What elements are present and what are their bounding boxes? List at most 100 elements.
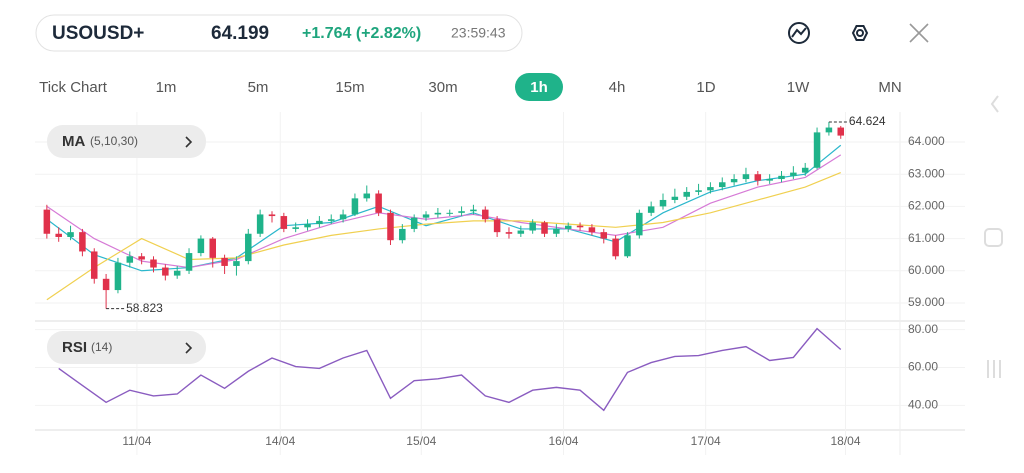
rsi-params: (14) [91, 340, 112, 354]
candle-body [576, 225, 584, 228]
y-tick-label: 60.00 [908, 360, 938, 374]
y-tick-label: 59.000 [908, 295, 945, 309]
candle-body [150, 259, 157, 268]
candle-body [138, 256, 145, 260]
candle-body [671, 196, 679, 200]
candle-body [399, 228, 406, 241]
y-tick-label: 40.00 [908, 398, 938, 412]
ma-params: (5,10,30) [90, 134, 138, 148]
candle-body [126, 256, 134, 263]
y-tick-label: 80.00 [908, 322, 938, 336]
candle-body [458, 211, 465, 213]
candle-body [564, 225, 572, 229]
candle-body [434, 212, 442, 215]
candle-body [114, 262, 122, 291]
price: 64.199 [211, 23, 269, 44]
candle-body [837, 127, 845, 136]
timeframe[interactable]: 15m [335, 79, 364, 96]
candle-body [221, 257, 228, 266]
candle-body [529, 222, 536, 231]
candle-body [624, 235, 631, 257]
candle-body [647, 206, 655, 213]
side-icons [984, 95, 1003, 378]
candle-body [422, 214, 430, 218]
timeframe[interactable]: 1W [787, 79, 810, 96]
indicator-icon[interactable] [788, 22, 810, 44]
candle-body [695, 190, 702, 192]
candle-body [446, 212, 453, 214]
candle-body [209, 238, 216, 258]
candle-body [813, 132, 821, 168]
rsi-pill[interactable] [47, 331, 206, 364]
candle-body [43, 209, 51, 234]
y-tick-label: 63.000 [908, 166, 945, 180]
candle-body [197, 238, 205, 254]
line [46, 144, 842, 272]
ma-name: MA [62, 133, 85, 150]
extreme-label: 58.823 [126, 301, 163, 315]
line [58, 327, 842, 412]
x-tick-label: 17/04 [691, 434, 721, 448]
candle-body [742, 174, 750, 180]
candle-body [162, 267, 169, 276]
ma-arrow [185, 136, 193, 148]
active-timeframe [515, 73, 563, 101]
line [46, 172, 841, 301]
candle-body [268, 214, 276, 217]
close-icon[interactable] [909, 23, 929, 43]
candle-body [707, 187, 714, 191]
timeframe[interactable]: 1m [156, 79, 177, 96]
candle-body [778, 175, 785, 180]
candle-body [102, 278, 110, 291]
candle-body [659, 199, 667, 207]
grid [35, 112, 965, 455]
candle-body [280, 216, 288, 229]
symbol[interactable]: USOUSD+ [52, 23, 144, 44]
timeframe[interactable]: 4h [609, 79, 626, 96]
rsi-arrow [185, 342, 193, 354]
timeframe[interactable]: 30m [428, 79, 457, 96]
extreme-label: 64.624 [849, 114, 886, 128]
candle-body [316, 220, 323, 225]
plot [43, 121, 847, 412]
timeframe[interactable]: MN [878, 79, 901, 96]
x-tick-label: 11/04 [122, 434, 151, 448]
candle-body [387, 212, 394, 241]
x-tick-label: 18/04 [830, 434, 860, 448]
y-tick-label: 61.000 [908, 231, 945, 245]
candle-body [612, 238, 619, 257]
candle-body [801, 167, 809, 173]
candle-body [173, 270, 181, 276]
candle-body [683, 191, 690, 197]
y-tick-label: 60.000 [908, 263, 945, 277]
candle-body [304, 224, 311, 228]
timeframe[interactable]: 5m [248, 79, 269, 96]
y-tick-label: 64.000 [908, 134, 945, 148]
candle-body [553, 228, 560, 234]
timeframe[interactable]: 1D [696, 79, 715, 96]
candle-body [790, 172, 797, 176]
candle-body [233, 261, 240, 266]
candle-body [327, 219, 335, 221]
candle-body [588, 227, 596, 233]
x-tick-label: 16/04 [548, 434, 578, 448]
candle-body [505, 232, 513, 234]
candle-body [719, 182, 726, 188]
quote-bar [35, 14, 523, 52]
settings-icon[interactable] [851, 25, 869, 41]
ma-pill[interactable] [47, 125, 206, 158]
candle-body [90, 251, 98, 279]
candle-body [79, 232, 86, 252]
candle-body [245, 233, 252, 262]
time: 23:59:43 [451, 25, 506, 41]
change: +1.764 (+2.82%) [302, 25, 421, 42]
timeframe[interactable]: Tick Chart [39, 79, 108, 96]
candle-body [375, 193, 382, 213]
candle-body [292, 227, 299, 229]
candle-body [730, 179, 738, 183]
candle-body [67, 232, 74, 237]
rsi-name: RSI [62, 339, 87, 356]
timeframe[interactable]: 1h [530, 79, 548, 96]
candle-body [636, 212, 643, 236]
